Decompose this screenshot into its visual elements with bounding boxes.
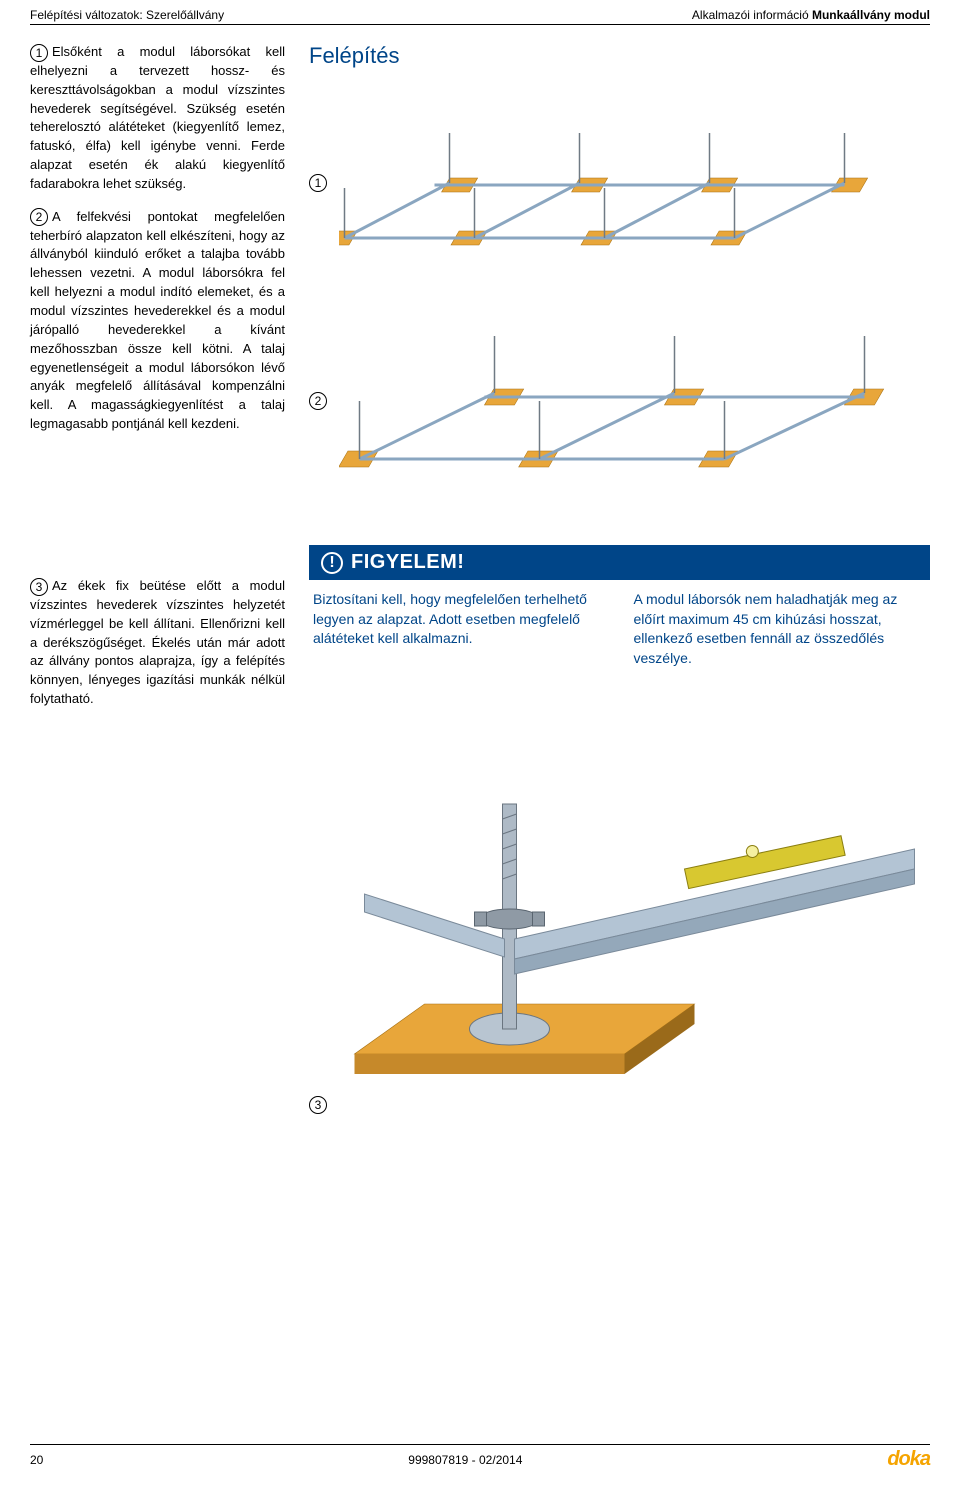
- isometric-frame-icon: [339, 83, 930, 283]
- figure-1-marker: 1: [309, 174, 339, 192]
- step-3-text: 3Az ékek fix beütése előtt a modul vízsz…: [30, 577, 285, 709]
- warning-icon: !: [321, 552, 343, 574]
- isometric-frame-icon: [339, 301, 930, 501]
- figure-1: [339, 83, 930, 283]
- figure-3-marker: 3: [309, 1096, 331, 1114]
- page-number: 20: [30, 1453, 43, 1467]
- page-header: Felépítési változatok: Szerelőállvány Al…: [30, 8, 930, 25]
- section-title: Felépítés: [309, 43, 930, 69]
- instructions-column: 1Elsőként a modul láborsókat kell elhely…: [30, 43, 285, 519]
- step-3-column: 3Az ékek fix beütése előtt a modul vízsz…: [30, 525, 285, 1114]
- figure-2: [339, 301, 930, 501]
- attention-col-2: A modul láborsók nem haladhatják meg az …: [634, 590, 927, 668]
- brand-logo: doka: [887, 1448, 930, 1471]
- figure-3: 3: [309, 684, 930, 1114]
- figure-2-marker: 2: [309, 392, 339, 410]
- attention-label: FIGYELEM!: [351, 551, 464, 574]
- figures-column: Felépítés 1: [309, 43, 930, 519]
- figure-2-row: 2: [309, 301, 930, 501]
- header-right: Alkalmazói információ Munkaállvány modul: [692, 8, 930, 22]
- doc-id: 999807819 - 02/2014: [408, 1453, 522, 1467]
- attention-header: ! FIGYELEM!: [309, 545, 930, 580]
- adjustment-detail-icon: [309, 684, 930, 1114]
- step-1-text: 1Elsőként a modul láborsókat kell elhely…: [30, 43, 285, 194]
- attention-col-1: Biztosítani kell, hogy megfelelően terhe…: [313, 590, 606, 668]
- header-left: Felépítési változatok: Szerelőállvány: [30, 8, 224, 22]
- step-marker-3: 3: [30, 578, 48, 596]
- step-marker-2: 2: [30, 208, 48, 226]
- step-marker-1: 1: [30, 44, 48, 62]
- page-footer: 20 999807819 - 02/2014 doka: [30, 1444, 930, 1471]
- figure-1-row: 1: [309, 83, 930, 283]
- step-2-text: 2A felfekvési pontokat megfelelően teher…: [30, 208, 285, 434]
- attention-body: Biztosítani kell, hogy megfelelően terhe…: [309, 580, 930, 672]
